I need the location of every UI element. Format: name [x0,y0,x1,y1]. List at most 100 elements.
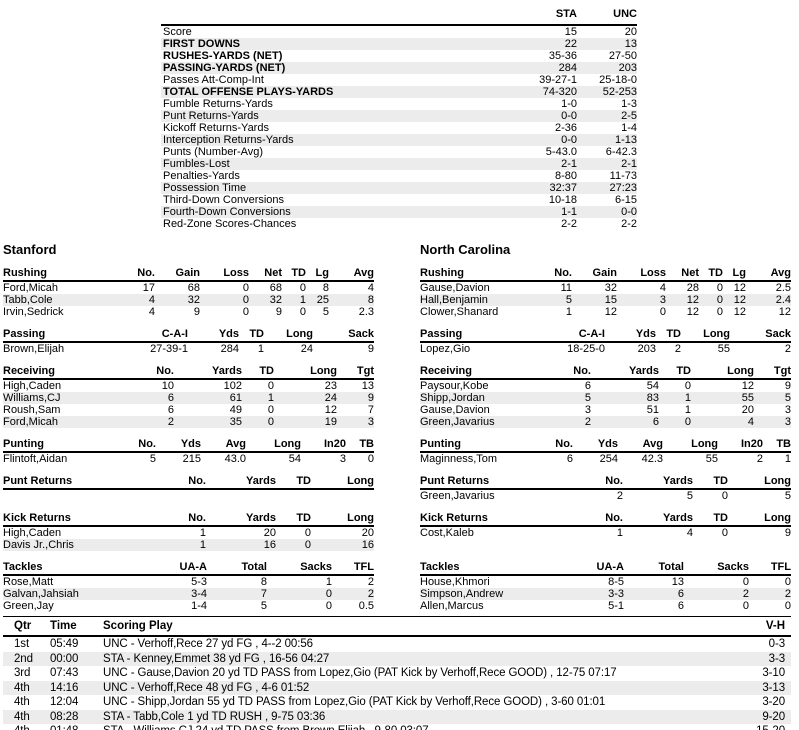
stat-row: Rose,Matt 5-3 8 1 2 [3,575,374,588]
player-name: Clower,Shanard [420,306,499,318]
player-name: Rose,Matt [3,576,54,588]
stat-header-row: Kick Returns No. Yards TD Long [420,513,791,527]
player-name: Lopez,Gio [420,343,471,355]
unc-value: 27-50 [608,50,637,62]
team-stats-grid: Stanford North Carolina Rushing No. Gain Loss… [3,243,791,612]
stat-value: 3 [339,453,346,465]
stat-value: 6 [652,416,659,428]
column-header: No. [141,476,206,490]
column-header: Total [624,562,684,576]
vh-column-header: V-H [729,616,791,637]
summary-stat-label: Third-Down Conversions [163,194,285,206]
right-kick-returns-table: Kick Returns No. Yards TD Long Cost,Kaleb 1 4 0 9 [420,513,791,539]
team-name-right: North Carolina [420,242,511,257]
stat-value: 12 [778,306,791,318]
stat-value: 0 [367,453,374,465]
player-name: Ford,Micah [3,416,59,428]
stat-value: 17 [142,282,155,294]
stat-value: 6 [677,600,684,612]
stat-row: Flintoft,Aidan 5 215 43.0 54 3 0 [3,452,374,465]
column-header: Sack [313,329,374,343]
stat-value: 12 [604,306,617,318]
unc-value: 0-0 [621,206,637,218]
time-value: 05:49 [50,638,79,650]
stat-row: Simpson,Andrew 3-3 6 2 2 [420,588,791,600]
stat-header-row: Kick Returns No. Yards TD Long [3,513,374,527]
column-header: TD [242,366,274,380]
sta-value: 2-36 [554,122,577,134]
summary-stat-label: Punts (Number-Avg) [163,146,264,158]
scoring-play-description: STA - Tabb,Cole 1 yd TD RUSH , 9-75 03:3… [103,710,326,723]
stat-value: 2.4 [775,294,791,306]
unc-value: 1-3 [621,98,637,110]
column-header: TFL [749,562,791,576]
visitor-home-score: 9-20 [762,710,785,723]
sta-value: 2-1 [561,158,577,170]
stat-row: Davis Jr.,Chris 1 16 0 16 [3,539,374,551]
stat-value: 24 [300,343,313,355]
player-name: House,Khmori [420,576,490,588]
stat-value: 2 [167,416,174,428]
stat-table-title: Passing [420,329,528,343]
stat-value: 2 [584,416,591,428]
summary-row: Interception Returns-Yards 0-0 1-13 [161,134,637,146]
stat-value: 0 [242,294,249,306]
summary-header-row: STA UNC [161,8,637,26]
stat-value: 51 [646,404,659,416]
summary-row: RUSHES-YARDS (NET) 35-36 27-50 [161,50,637,62]
player-name: Cost,Kaleb [420,527,474,539]
visitor-home-score: 3-13 [762,681,785,694]
unc-column-header: UNC [577,8,637,26]
left-kick-returns-table: Kick Returns No. Yards TD Long High,Caden 1 20 0… [3,513,374,551]
stat-value: 7 [260,588,267,600]
stat-value: 23 [324,380,337,392]
column-header: Loss [200,268,249,282]
summary-row: TOTAL OFFENSE PLAYS-YARDS 74-320 52-253 [161,86,637,98]
quarter-value: 4th [3,724,45,730]
stat-value: 4 [747,416,754,428]
stat-value: 254 [599,453,618,465]
left-passing-table: Passing C-A-I Yds TD Long Sack Brown,Elijah 27-… [3,329,374,355]
player-name: Green,Jay [3,600,54,612]
right-rushing-table: Rushing No. Gain Loss Net TD Lg Avg Gause,Davion… [420,268,791,318]
summary-row: Red-Zone Scores-Chances 2-2 2-2 [161,218,637,230]
stat-value: 43.0 [224,453,246,465]
stat-value: 2 [367,588,374,600]
stat-value: 0 [716,282,723,294]
column-header: Net [249,268,282,282]
stat-value: 12 [324,404,337,416]
stat-row: High,Caden 1 20 0 20 [3,526,374,539]
stat-value: 2.3 [358,306,374,318]
stat-row: Brown,Elijah 27-39-1 284 1 24 9 [3,342,374,355]
unc-value: 2-1 [621,158,637,170]
stat-value: 12 [733,282,746,294]
scoring-play-description: UNC - Verhoff,Rece 27 yd FG , 4--2 00:56 [103,638,313,650]
stat-value: 3 [367,416,374,428]
stat-value: 16 [361,539,374,551]
sta-value: 74-320 [542,86,577,98]
stat-value: 11 [560,282,572,294]
stat-value: 8 [260,576,267,588]
visitor-home-score: 3-10 [762,667,785,679]
stat-value: 32 [269,294,282,306]
left-receiving-table: Receiving No. Yards TD Long Tgt High,Caden 10 10… [3,366,374,428]
stat-value: 0 [716,294,723,306]
stat-row: Roush,Sam 6 49 0 12 7 [3,404,374,416]
stat-value: 0 [721,527,728,539]
column-header: No. [558,513,623,527]
right-receiving-table: Receiving No. Yards TD Long Tgt Paysour,Kobe 6 5… [420,366,791,428]
unc-value: 13 [624,38,637,50]
stat-value: 2 [616,490,623,502]
column-header: TD [699,268,723,282]
scoring-play-row: 4th 08:28 STA - Tabb,Cole 1 yd TD RUSH , 9… [3,709,791,724]
column-header: Avg [618,439,663,453]
scoring-play-row: 2nd 00:00 STA - Kenney,Emmet 38 yd FG , 16… [3,651,791,666]
stat-value: 1 [616,527,623,539]
stat-value: 8-5 [608,576,624,588]
player-name: Gause,Davion [420,404,490,416]
stat-value: 2 [784,588,791,600]
stat-value: 20 [741,404,754,416]
stat-table-title: Punting [420,439,528,453]
left-rushing-table: Rushing No. Gain Loss Net TD Lg Avg Ford,Micah 17… [3,268,374,318]
stat-row: Shipp,Jordan 5 83 1 55 5 [420,392,791,404]
